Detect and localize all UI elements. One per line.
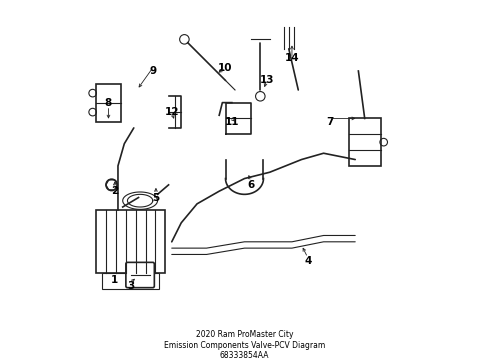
Text: 13: 13: [259, 76, 273, 85]
FancyBboxPatch shape: [102, 274, 159, 289]
Text: 9: 9: [149, 66, 156, 76]
Text: 2: 2: [111, 186, 118, 196]
FancyBboxPatch shape: [125, 262, 154, 288]
FancyBboxPatch shape: [348, 118, 380, 166]
Text: 5: 5: [152, 193, 159, 203]
Text: 4: 4: [304, 256, 311, 266]
Text: 2020 Ram ProMaster City
Emission Components Valve-PCV Diagram
68333854AA: 2020 Ram ProMaster City Emission Compone…: [163, 330, 325, 360]
Text: 1: 1: [111, 275, 118, 285]
FancyBboxPatch shape: [96, 210, 165, 274]
Text: 14: 14: [284, 53, 299, 63]
Text: 11: 11: [224, 117, 239, 127]
Text: 7: 7: [325, 117, 333, 127]
Text: 6: 6: [247, 180, 254, 190]
Text: 8: 8: [104, 98, 112, 108]
Text: 3: 3: [127, 281, 134, 291]
FancyBboxPatch shape: [96, 84, 121, 122]
Text: 10: 10: [218, 63, 232, 73]
Text: 12: 12: [164, 107, 179, 117]
